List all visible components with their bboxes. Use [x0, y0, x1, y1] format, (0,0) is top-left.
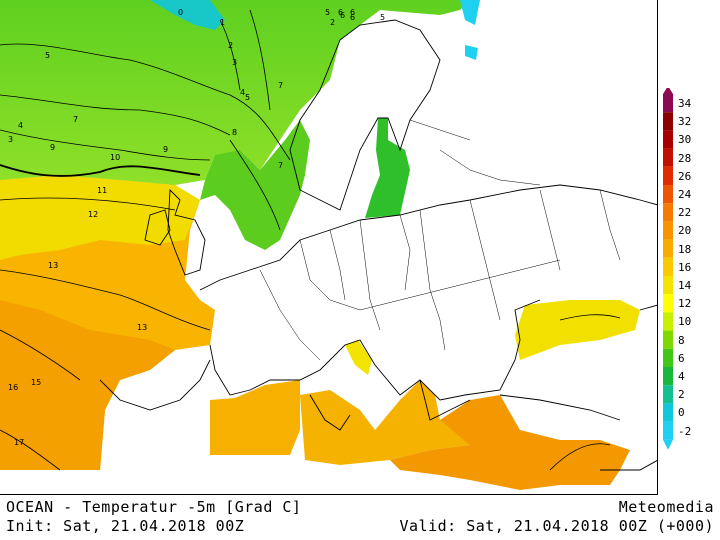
contour-label: 13 [137, 323, 147, 332]
legend-level-label: 26 [678, 169, 692, 183]
contour-label: 3 [8, 135, 13, 144]
adriatic-sea [345, 340, 372, 375]
source-label: Meteomedia [618, 498, 714, 516]
legend-level-label: 6 [678, 351, 685, 365]
legend-swatch [663, 403, 673, 422]
legend-swatch [663, 257, 673, 276]
init-time: Init: Sat, 21.04.2018 00Z [6, 517, 245, 535]
legend-swatch [663, 94, 673, 113]
legend-level-label: 24 [678, 188, 692, 201]
baltic-sea [365, 118, 410, 218]
contour-label: 4 [240, 88, 245, 97]
legend-bottom-arrow [663, 439, 673, 450]
legend-swatch [663, 348, 673, 367]
legend-level-label: 18 [678, 242, 692, 256]
contour-label: 5 [325, 8, 330, 17]
med-east [390, 395, 630, 490]
legend-level-label: 22 [678, 206, 692, 220]
contour-label: 6 [340, 11, 345, 20]
legend-level-label: 28 [678, 151, 692, 165]
contour-label: 10 [110, 153, 120, 162]
arctic-east-patch [460, 0, 480, 25]
contour-label: 2 [330, 18, 335, 27]
med-west [210, 380, 300, 455]
legend-swatch [663, 294, 673, 313]
legend-level-label: 8 [678, 333, 685, 347]
arctic-cold-area [150, 0, 225, 30]
contour-label: 5 [245, 93, 250, 102]
contour-label: 8 [232, 128, 237, 137]
legend-swatch [663, 130, 673, 149]
legend-swatch [663, 148, 673, 167]
legend-swatch [663, 421, 673, 440]
map-title: OCEAN - Temperatur -5m [Grad C] [6, 498, 302, 516]
legend-level-label: 14 [678, 279, 692, 292]
contour-label: 16 [8, 383, 18, 392]
contour-label: 6 [350, 8, 355, 17]
color-legend: 34 32 30 28 26 24 22 20 18 16 14 12 10 8 6 4 2 0 -2 [660, 88, 720, 458]
contour-label: 4 [18, 121, 23, 130]
legend-swatch [663, 166, 673, 185]
contour-lines [0, 9, 621, 471]
contour-label: 3 [232, 58, 237, 67]
legend-level-label: 16 [678, 260, 692, 274]
contour-label: 13 [48, 261, 58, 270]
contour-label: 5 [380, 13, 385, 22]
contour-label: 9 [163, 145, 168, 154]
contour-label: 2 [228, 41, 233, 50]
contour-label: 15 [31, 378, 41, 387]
legend-level-label: 30 [678, 133, 692, 147]
contour-label: 9 [50, 143, 55, 152]
legend-level-label: 10 [678, 315, 692, 329]
legend-top-arrow [663, 88, 673, 94]
legend-colorbar [663, 88, 673, 450]
med-central [300, 380, 470, 465]
country-borders [259, 119, 621, 361]
contour-10-bold [0, 164, 201, 177]
atlantic-orange-south [0, 300, 175, 470]
contour-label: 7 [278, 81, 283, 90]
contour-label: 11 [97, 186, 107, 195]
legend-level-label: 34 [678, 97, 692, 110]
legend-level-label: -2 [678, 424, 692, 438]
legend-swatch [663, 367, 673, 386]
legend-swatch [663, 203, 673, 222]
contour-label: 12 [88, 210, 98, 219]
atlantic-yellow-band [0, 175, 200, 260]
contour-label: 6 [350, 13, 355, 22]
contour-label: 7 [278, 161, 283, 170]
contour-label: 0 [178, 8, 183, 17]
contour-label: 17 [14, 438, 24, 447]
legend-swatch [663, 239, 673, 258]
legend-swatch [663, 221, 673, 240]
legend-swatch [663, 385, 673, 404]
legend-level-label: 32 [678, 115, 692, 129]
legend-level-label: 4 [678, 370, 685, 383]
white-sea-patch [465, 45, 478, 60]
contour-label: 5 [45, 51, 50, 60]
legend-level-label: 0 [678, 406, 685, 420]
contour-label: 6 [338, 8, 343, 17]
legend-swatch [663, 312, 673, 331]
legend-swatch [663, 185, 673, 204]
legend-level-label: 12 [678, 297, 692, 311]
legend-level-label: 20 [678, 224, 692, 238]
legend-level-label: 2 [678, 388, 685, 402]
valid-time: Valid: Sat, 21.04.2018 00Z (+000) [399, 517, 714, 535]
black-sea [515, 300, 640, 360]
temperature-map: 0 1 2 3 4 5 5 6 6 5 6 7 7 8 9 9 10 11 12 13 13 15 16 17 7 6 5 4 3 2 [0, 0, 658, 495]
legend-swatch [663, 330, 673, 349]
contour-label: 7 [73, 115, 78, 124]
legend-swatch [663, 112, 673, 131]
contour-label: 1 [220, 18, 225, 27]
north-green-east [200, 120, 310, 250]
north-green-area [0, 0, 470, 185]
legend-swatch [663, 276, 673, 295]
